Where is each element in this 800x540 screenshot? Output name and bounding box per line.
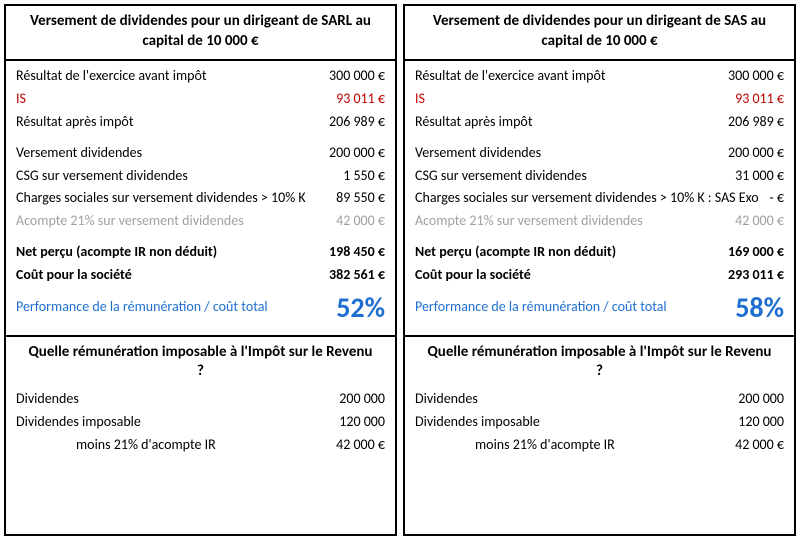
table-row: Coût pour la société382 561 €	[16, 264, 385, 287]
row-value: 206 989 €	[728, 113, 784, 132]
row-value: 93 011 €	[735, 90, 784, 109]
row-value: 1 550 €	[343, 167, 385, 186]
row-value: 31 000 €	[735, 167, 784, 186]
subtitle-sarl-ir: Quelle rémunération imposable à l'Impôt …	[16, 341, 385, 388]
table-row: IS93 011 €	[415, 88, 784, 111]
performance-row: Performance de la rémunération / coût to…	[415, 287, 784, 329]
row-value: 120 000	[738, 413, 784, 432]
row-label: Acompte 21% sur versement dividendes	[415, 212, 735, 231]
row-value: 42 000 €	[735, 436, 784, 455]
row-value: 200 000	[738, 390, 784, 409]
panel-sarl: Versement de dividendes pour un dirigean…	[4, 4, 397, 536]
row-value: 382 561 €	[329, 266, 385, 285]
row-value: 169 000 €	[728, 243, 784, 262]
row-label: Dividendes imposable	[415, 413, 738, 432]
row-label: Coût pour la société	[415, 266, 728, 285]
row-value: 42 000 €	[735, 212, 784, 231]
table-row: Acompte 21% sur versement dividendes42 0…	[415, 210, 784, 233]
row-label: IS	[16, 90, 336, 109]
table-row: moins 21% d'acompte IR42 000 €	[16, 434, 385, 457]
row-label: moins 21% d'acompte IR	[415, 436, 735, 455]
row-value: 89 550 €	[336, 189, 385, 208]
section-sarl-main: Résultat de l'exercice avant impôt300 00…	[6, 59, 395, 335]
performance-label: Performance de la rémunération / coût to…	[16, 298, 336, 317]
performance-label: Performance de la rémunération / coût to…	[415, 298, 735, 317]
table-row: Dividendes imposable120 000	[16, 411, 385, 434]
row-value: 200 000 €	[329, 144, 385, 163]
table-row: Résultat après impôt206 989 €	[415, 111, 784, 134]
subtitle-sas-ir: Quelle rémunération imposable à l'Impôt …	[415, 341, 784, 388]
table-row: Versement dividendes200 000 €	[415, 142, 784, 165]
row-label: IS	[415, 90, 735, 109]
row-label: Versement dividendes	[16, 144, 329, 163]
row-value: 206 989 €	[329, 113, 385, 132]
row-label: Dividendes	[415, 390, 738, 409]
row-value: 300 000 €	[329, 67, 385, 86]
row-value: 93 011 €	[336, 90, 385, 109]
row-label: Net perçu (acompte IR non déduit)	[16, 243, 329, 262]
row-value: 293 011 €	[728, 266, 784, 285]
row-value: 198 450 €	[329, 243, 385, 262]
row-label: CSG sur versement dividendes	[415, 167, 735, 186]
panel-title-sas: Versement de dividendes pour un dirigean…	[405, 6, 794, 59]
table-row: CSG sur versement dividendes1 550 €	[16, 165, 385, 188]
table-row: IS93 011 €	[16, 88, 385, 111]
row-value: 300 000 €	[728, 67, 784, 86]
row-label: Acompte 21% sur versement dividendes	[16, 212, 336, 231]
row-label: Résultat après impôt	[415, 113, 728, 132]
panel-title-sarl: Versement de dividendes pour un dirigean…	[6, 6, 395, 59]
table-row: Coût pour la société293 011 €	[415, 264, 784, 287]
table-row: Charges sociales sur versement dividende…	[16, 187, 385, 210]
row-label: CSG sur versement dividendes	[16, 167, 343, 186]
row-label: Résultat après impôt	[16, 113, 329, 132]
performance-value: 58%	[735, 289, 784, 327]
performance-value: 52%	[336, 289, 385, 327]
table-row: Dividendes imposable120 000	[415, 411, 784, 434]
row-value: 200 000 €	[728, 144, 784, 163]
row-label: Charges sociales sur versement dividende…	[16, 189, 336, 208]
table-row: Net perçu (acompte IR non déduit)169 000…	[415, 241, 784, 264]
row-label: Charges sociales sur versement dividende…	[415, 189, 769, 208]
section-sas-ir: Quelle rémunération imposable à l'Impôt …	[405, 335, 794, 463]
performance-row: Performance de la rémunération / coût to…	[16, 287, 385, 329]
panel-sas: Versement de dividendes pour un dirigean…	[403, 4, 796, 536]
table-row: Résultat après impôt206 989 €	[16, 111, 385, 134]
row-label: Résultat de l'exercice avant impôt	[415, 67, 728, 86]
table-row: Versement dividendes200 000 €	[16, 142, 385, 165]
table-row: Acompte 21% sur versement dividendes42 0…	[16, 210, 385, 233]
table-row: Résultat de l'exercice avant impôt300 00…	[415, 65, 784, 88]
row-label: Versement dividendes	[415, 144, 728, 163]
table-row: Résultat de l'exercice avant impôt300 00…	[16, 65, 385, 88]
row-label: Résultat de l'exercice avant impôt	[16, 67, 329, 86]
table-row: Dividendes200 000	[415, 388, 784, 411]
row-value: 42 000 €	[336, 212, 385, 231]
row-label: Dividendes imposable	[16, 413, 339, 432]
row-value: 42 000 €	[336, 436, 385, 455]
table-row: Dividendes200 000	[16, 388, 385, 411]
row-value: 200 000	[339, 390, 385, 409]
table-row: Net perçu (acompte IR non déduit)198 450…	[16, 241, 385, 264]
row-label: Coût pour la société	[16, 266, 329, 285]
section-sas-main: Résultat de l'exercice avant impôt300 00…	[405, 59, 794, 335]
section-sarl-ir: Quelle rémunération imposable à l'Impôt …	[6, 335, 395, 463]
row-value: - €	[769, 189, 784, 208]
table-row: moins 21% d'acompte IR42 000 €	[415, 434, 784, 457]
row-label: Net perçu (acompte IR non déduit)	[415, 243, 728, 262]
row-label: Dividendes	[16, 390, 339, 409]
row-value: 120 000	[339, 413, 385, 432]
table-row: Charges sociales sur versement dividende…	[415, 187, 784, 210]
row-label: moins 21% d'acompte IR	[16, 436, 336, 455]
table-row: CSG sur versement dividendes31 000 €	[415, 165, 784, 188]
